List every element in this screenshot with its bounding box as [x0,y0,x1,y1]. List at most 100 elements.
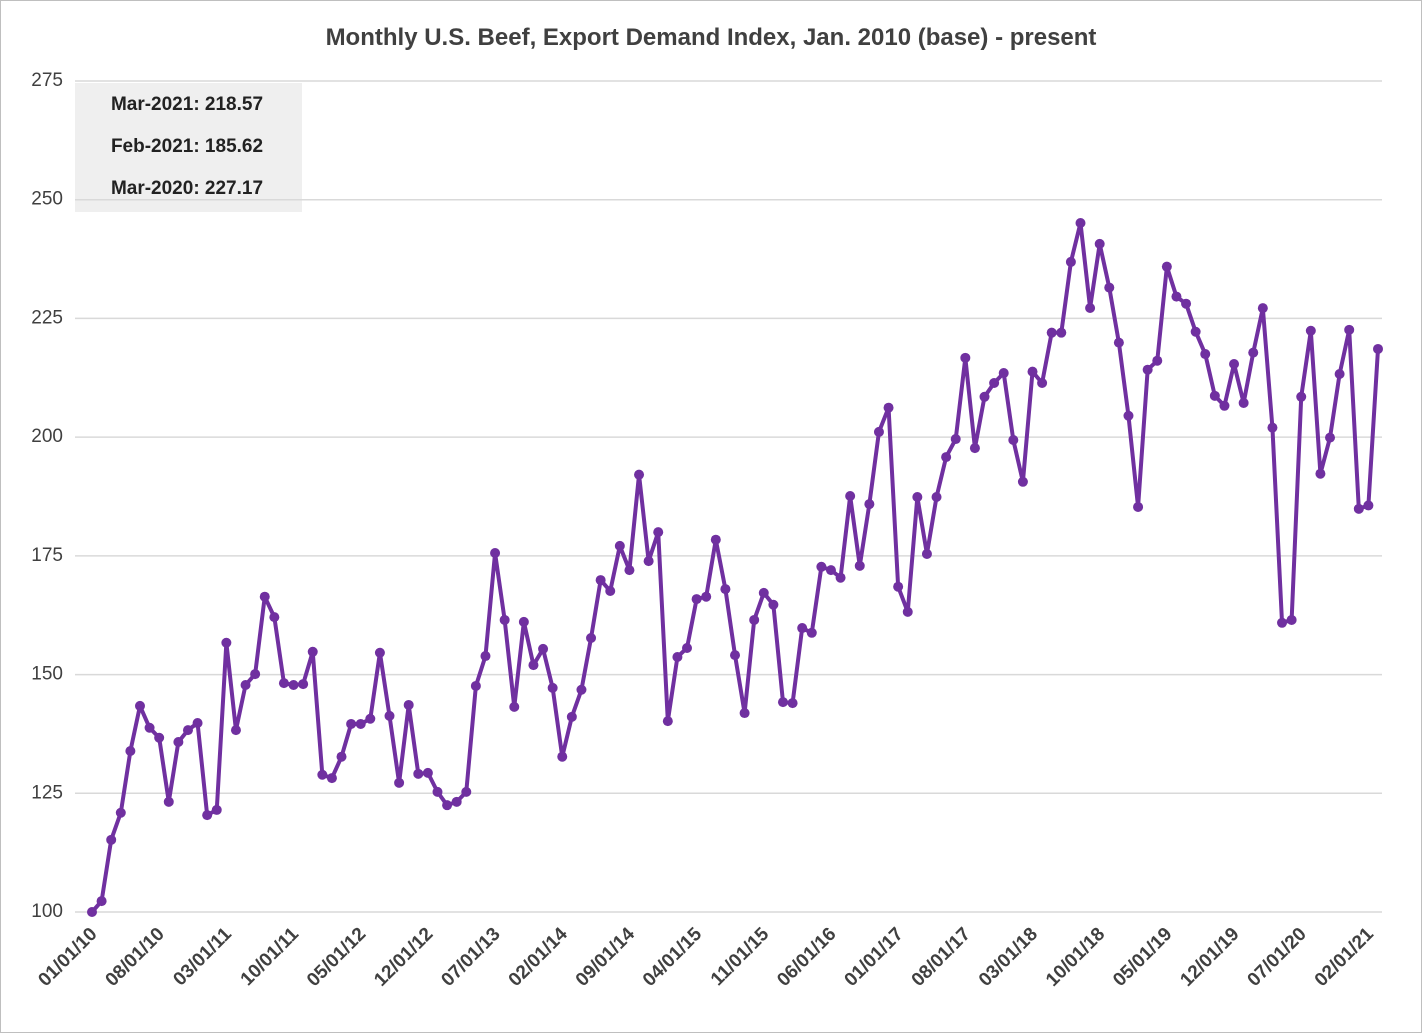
data-point [403,699,414,710]
data-point [998,368,1009,379]
data-point [125,746,136,757]
data-point [288,680,299,691]
data-point [1238,397,1249,408]
data-point [259,591,270,602]
data-point [1123,410,1134,421]
data-point [518,616,529,627]
y-tick-label: 125 [31,782,63,803]
data-point [845,491,856,502]
data-point [480,651,491,662]
data-point [326,773,337,784]
data-point [1027,366,1038,377]
data-point [250,669,261,680]
data-point [1056,327,1067,338]
data-point [777,697,788,708]
data-point [1190,326,1201,337]
data-point [1296,391,1307,402]
data-point [662,716,673,727]
data-point [989,378,1000,389]
data-point [605,585,616,596]
data-point [624,565,635,576]
data-point [1286,614,1297,625]
data-point [1200,349,1211,360]
data-point [701,591,712,602]
data-point [1075,217,1086,228]
data-point [1152,355,1163,366]
data-point [154,732,165,743]
data-point [1353,503,1364,514]
data-point [950,434,961,445]
data-point [230,725,241,736]
data-point [864,499,875,510]
data-point [1037,378,1048,389]
data-point [873,426,884,437]
data-point [1305,325,1316,336]
data-point [106,834,117,845]
data-point [1257,303,1268,314]
data-point [1373,343,1383,354]
data-point [893,581,904,592]
data-point [1104,282,1115,293]
data-point [749,614,760,625]
data-point [221,637,232,648]
data-point [768,599,779,610]
data-point [499,614,510,625]
data-point [825,565,836,576]
data-point [960,352,971,363]
data-point [365,713,376,724]
data-point [595,575,606,586]
data-point [1267,422,1278,433]
data-point [1219,400,1230,411]
data-point [1133,501,1144,512]
data-point [1363,500,1374,511]
data-point [634,469,645,480]
data-point [1094,238,1105,249]
data-point [643,556,654,567]
data-point [202,810,213,821]
data-point [336,751,347,762]
y-tick-label: 200 [31,426,63,447]
data-point [1277,617,1288,628]
data-point [566,711,577,722]
data-point [1142,364,1153,375]
y-tick-label: 175 [31,545,63,566]
data-point [682,642,693,653]
data-point [816,561,827,572]
data-point [1161,261,1172,272]
annotation: Mar-2020: 227.17 [111,178,263,199]
data-point [1248,347,1259,358]
y-tick-label: 225 [31,307,63,328]
data-point [969,443,980,454]
data-point [806,627,817,638]
data-point [1171,291,1182,302]
data-point [653,527,664,538]
data-point [470,680,481,691]
data-point [1085,302,1096,313]
data-point [413,768,424,779]
data-point [528,660,539,671]
data-point [787,698,798,709]
data-point [269,612,280,623]
data-point [144,722,155,733]
data-point [298,679,309,690]
data-point [211,804,222,815]
data-point [432,786,443,797]
data-point [355,718,366,729]
data-point [1046,327,1057,338]
data-point [586,633,597,644]
data-point [1334,368,1345,379]
data-point [384,710,395,721]
data-point [883,402,894,413]
data-point [240,680,251,691]
data-point [1017,476,1028,487]
data-point [1008,434,1019,445]
data-point [854,560,865,571]
y-tick-label: 100 [31,901,63,922]
data-point [163,796,174,807]
data-point [346,718,357,729]
y-tick-label: 150 [31,664,63,685]
y-tick-label: 275 [31,70,63,91]
data-point [422,767,433,778]
data-point [1229,359,1240,370]
